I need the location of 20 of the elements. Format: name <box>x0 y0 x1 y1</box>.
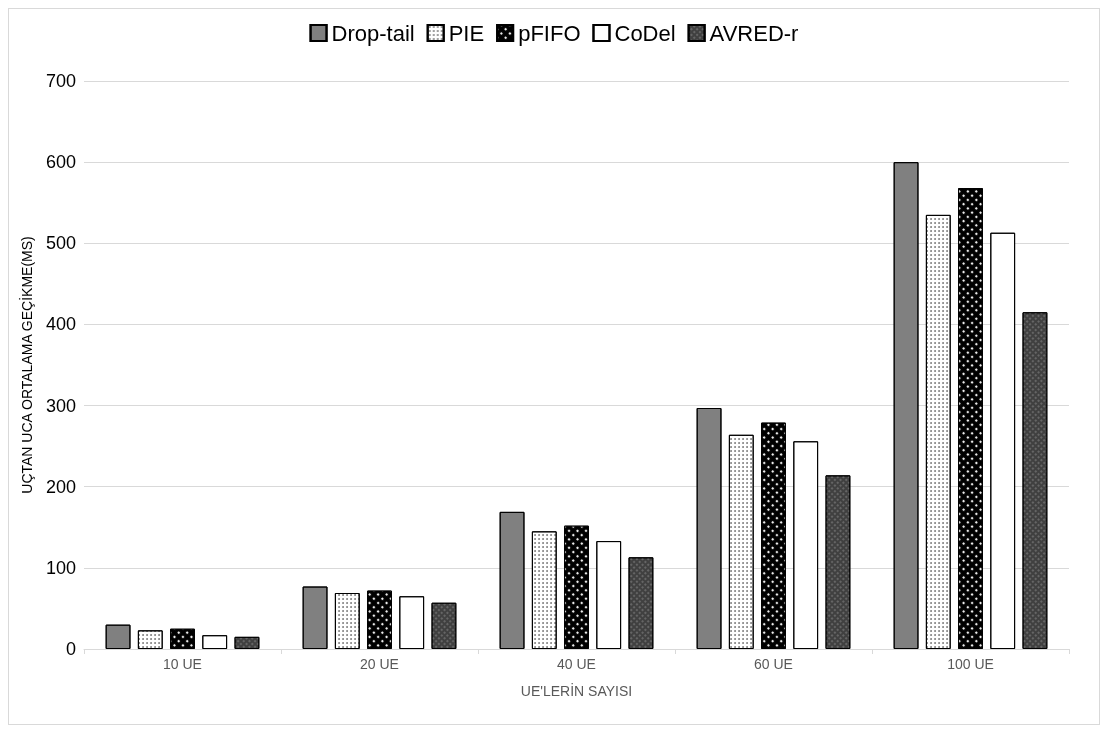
x-tick-label: 20 UE <box>360 656 399 672</box>
x-tick-label: 60 UE <box>754 656 793 672</box>
y-tick-label: 100 <box>45 557 76 578</box>
y-tick-label: 700 <box>45 71 76 91</box>
y-tick-label: 600 <box>45 152 76 173</box>
legend-label: CoDel <box>614 20 676 46</box>
y-tick-label: 300 <box>45 395 76 416</box>
x-axis-title: UE'LERİN SAYISI <box>520 682 633 699</box>
y-tick-label: 0 <box>65 639 76 659</box>
legend-label: pFIFO <box>518 20 581 46</box>
x-tick-label: 100 UE <box>947 656 994 672</box>
legend-label: AVRED-r <box>709 20 799 46</box>
y-tick-label: 500 <box>45 233 76 254</box>
x-tick-label: 40 UE <box>557 656 596 672</box>
y-axis-title: UÇTAN UCA ORTALAMA GEÇİKME(MS) <box>18 236 35 494</box>
y-tick-label: 200 <box>45 476 76 497</box>
y-tick-label: 400 <box>45 314 76 335</box>
x-tick-label: 10 UE <box>163 656 202 672</box>
legend-label: PIE <box>448 20 485 46</box>
legend-label: Drop-tail <box>331 20 415 46</box>
